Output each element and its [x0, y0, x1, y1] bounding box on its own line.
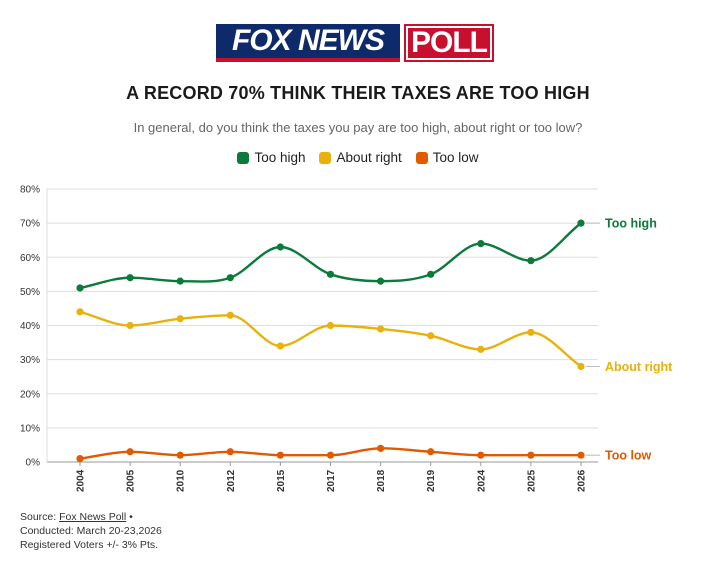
logo-poll: POLL: [404, 24, 494, 62]
x-tick-label: 2024: [476, 469, 487, 492]
source-link[interactable]: Fox News Poll: [59, 511, 127, 523]
x-tick-label: 2017: [326, 469, 337, 492]
data-point-too-low: [226, 448, 234, 456]
y-tick-label: 70%: [20, 219, 40, 230]
series-line-about-right: [79, 310, 582, 368]
data-point-too-high: [477, 240, 485, 248]
data-point-too-low: [326, 451, 335, 459]
data-point-about-right: [226, 311, 234, 319]
data-point-too-low: [377, 444, 385, 452]
data-point-about-right: [76, 308, 84, 316]
data-point-too-high: [326, 270, 335, 278]
legend-item-too-high[interactable]: Too high: [237, 150, 305, 165]
legend-label-about-right: About right: [336, 150, 402, 165]
x-tick-label: 2026: [577, 469, 588, 492]
series-line-too-high: [79, 222, 582, 290]
data-point-too-low: [477, 451, 485, 459]
y-tick-label: 30%: [20, 355, 40, 366]
x-tick-label: 2005: [126, 469, 137, 492]
data-point-too-high: [377, 277, 385, 285]
data-point-too-low: [527, 451, 535, 459]
x-tick-label: 2015: [276, 469, 287, 492]
y-tick-label: 20%: [20, 389, 40, 400]
data-point-too-low: [427, 448, 435, 456]
legend-label-too-high: Too high: [254, 150, 306, 165]
x-tick-label: 2018: [376, 469, 387, 492]
y-tick-label: 60%: [20, 253, 40, 264]
y-tick-label: 50%: [20, 287, 40, 298]
y-tick-label: 0%: [26, 458, 41, 469]
data-point-about-right: [377, 325, 385, 333]
data-point-too-high: [527, 257, 535, 265]
data-point-too-high: [76, 284, 84, 292]
data-point-too-low: [577, 451, 585, 459]
data-point-about-right: [527, 328, 535, 336]
x-tick-label: 2004: [76, 469, 87, 492]
source-conducted: Conducted: March 20-23,2026: [20, 525, 162, 537]
end-label-too-low: Too low: [605, 449, 652, 463]
data-point-too-high: [126, 274, 134, 282]
data-point-too-low: [276, 451, 284, 459]
data-point-too-high: [577, 219, 585, 227]
source-label: Source:: [20, 511, 57, 523]
source-bullet: •: [129, 511, 133, 523]
data-point-too-low: [76, 454, 84, 463]
data-point-about-right: [477, 345, 485, 353]
data-point-about-right: [176, 315, 184, 323]
x-tick-label: 2019: [426, 469, 437, 492]
legend-swatch-about-right: [319, 151, 332, 164]
x-tick-label: 2010: [176, 469, 187, 492]
data-point-too-high: [226, 274, 234, 282]
x-tick-label: 2025: [526, 469, 537, 492]
data-point-too-high: [427, 270, 435, 278]
data-point-about-right: [126, 321, 134, 330]
source-note: Source: Fox News Poll • Conducted: March…: [20, 510, 162, 552]
x-tick-label: 2012: [226, 469, 237, 492]
end-label-about-right: About right: [605, 360, 673, 374]
legend-swatch-too-high: [237, 151, 250, 164]
data-point-too-high: [276, 243, 284, 251]
fox-news-poll-logo: FOX NEWS POLL: [216, 24, 494, 62]
chart-title: A RECORD 70% THINK THEIR TAXES ARE TOO H…: [126, 83, 590, 103]
legend-swatch-too-low: [415, 151, 428, 164]
line-chart: 0% 10% 20% 30% 40% 50% 60% 70% 80% 2004 2005 2010 20…: [20, 185, 673, 493]
legend-label-too-low: Too low: [432, 150, 479, 165]
y-tick-label: 80%: [20, 185, 40, 196]
y-tick-label: 10%: [20, 423, 40, 434]
data-point-about-right: [276, 342, 284, 350]
data-point-about-right: [577, 362, 585, 371]
legend-item-too-low[interactable]: Too low: [415, 150, 479, 165]
data-point-too-low: [176, 451, 184, 459]
logo-fox-news: FOX NEWS: [216, 24, 400, 62]
chart-subtitle: In general, do you think the taxes you p…: [133, 120, 583, 135]
y-tick-label: 40%: [20, 321, 40, 332]
data-point-about-right: [427, 332, 435, 340]
end-label-too-high: Too high: [605, 217, 657, 231]
data-point-about-right: [326, 321, 335, 330]
data-point-too-high: [176, 277, 184, 285]
data-point-too-low: [126, 448, 134, 456]
source-voters: Registered Voters +/- 3% Pts.: [20, 539, 159, 551]
chart-legend: Too high About right Too low: [0, 150, 716, 165]
legend-item-about-right[interactable]: About right: [319, 150, 402, 165]
